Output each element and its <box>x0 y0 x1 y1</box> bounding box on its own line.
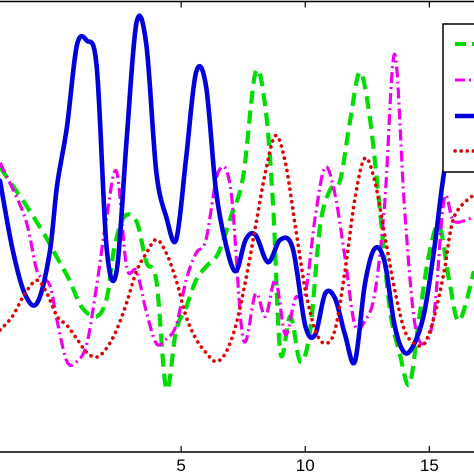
x-tick-label-15: 15 <box>420 456 439 474</box>
series-3-line <box>0 13 474 366</box>
plot-frame <box>0 0 474 452</box>
legend-box <box>442 23 474 173</box>
x-tick-label-10: 10 <box>296 456 315 474</box>
x-tick-label-5: 5 <box>176 456 185 474</box>
series-4-line <box>0 133 474 364</box>
series-layer <box>0 13 474 392</box>
series-2-line <box>0 52 474 367</box>
legend <box>442 23 474 173</box>
tick-layer: 5 10 15 <box>176 1 439 474</box>
